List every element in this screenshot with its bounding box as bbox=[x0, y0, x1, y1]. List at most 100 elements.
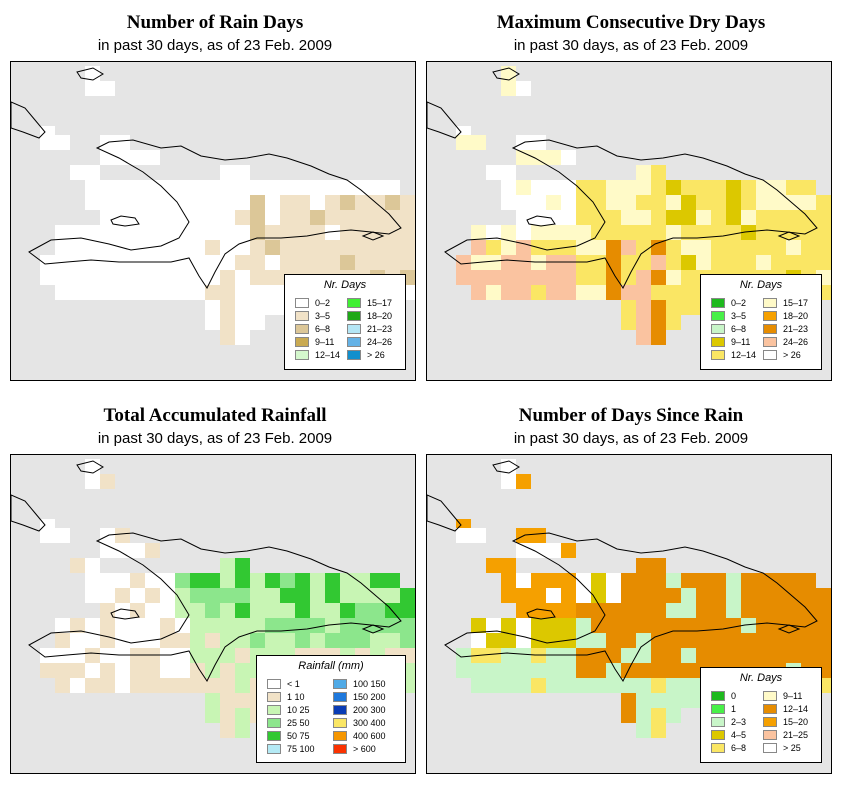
grid-cell bbox=[726, 210, 741, 225]
panel-title: Number of Rain Days bbox=[126, 12, 304, 33]
grid-cell bbox=[325, 180, 340, 195]
grid-cell bbox=[651, 300, 666, 315]
legend-swatch bbox=[711, 298, 725, 308]
grid-cell bbox=[561, 180, 576, 195]
saona-coastline bbox=[361, 624, 385, 634]
grid-cell bbox=[561, 285, 576, 300]
legend-label: 24–26 bbox=[367, 337, 393, 347]
grid-cell bbox=[636, 300, 651, 315]
grid-cell bbox=[205, 285, 220, 300]
grid-cell bbox=[666, 603, 681, 618]
grid-cell bbox=[220, 300, 235, 315]
grid-cell bbox=[531, 678, 546, 693]
grid-cell bbox=[771, 255, 786, 270]
grid-cell bbox=[756, 180, 771, 195]
grid-cell bbox=[516, 543, 531, 558]
grid-cell bbox=[115, 180, 130, 195]
grid-cell bbox=[546, 573, 561, 588]
grid-cell bbox=[711, 573, 726, 588]
grid-cell bbox=[220, 195, 235, 210]
grid-cell bbox=[340, 195, 355, 210]
grid-cell bbox=[741, 633, 756, 648]
grid-cell bbox=[190, 270, 205, 285]
grid-cell bbox=[816, 633, 831, 648]
grid-cell bbox=[501, 474, 516, 489]
grid-cell bbox=[471, 240, 486, 255]
grid-cell bbox=[85, 165, 100, 180]
grid-cell bbox=[235, 573, 250, 588]
grid-cell bbox=[726, 180, 741, 195]
legend-title: Nr. Days bbox=[739, 279, 783, 291]
grid-cell bbox=[220, 693, 235, 708]
grid-cell bbox=[220, 180, 235, 195]
grid-cell bbox=[606, 210, 621, 225]
grid-cell bbox=[591, 210, 606, 225]
grid-cell bbox=[400, 255, 415, 270]
legend-label: 6–8 bbox=[731, 324, 747, 334]
grid-cell bbox=[621, 588, 636, 603]
hispaniola-coastline bbox=[28, 532, 402, 682]
grid-cell bbox=[621, 180, 636, 195]
grid-cell bbox=[40, 663, 55, 678]
grid-cell bbox=[696, 240, 711, 255]
grid-cell bbox=[325, 573, 340, 588]
grid-cell bbox=[636, 255, 651, 270]
grid-cell bbox=[576, 285, 591, 300]
grid-cell bbox=[471, 633, 486, 648]
grid-cell bbox=[115, 678, 130, 693]
grid-cell bbox=[100, 81, 115, 96]
grid-cell bbox=[651, 573, 666, 588]
grid-cell bbox=[175, 648, 190, 663]
grid-cell bbox=[175, 633, 190, 648]
grid-cell bbox=[501, 270, 516, 285]
grid-cell bbox=[220, 633, 235, 648]
grid-cell bbox=[85, 180, 100, 195]
legend-label: > 600 bbox=[353, 744, 376, 754]
grid-cell bbox=[160, 180, 175, 195]
legend-swatch bbox=[295, 298, 309, 308]
grid-cell bbox=[340, 633, 355, 648]
grid-cell bbox=[190, 210, 205, 225]
legend-title: Nr. Days bbox=[739, 672, 783, 684]
grid-cell bbox=[130, 633, 145, 648]
grid-cell bbox=[666, 573, 681, 588]
legend-label: 18–20 bbox=[367, 311, 393, 321]
grid-cell bbox=[651, 708, 666, 723]
grid-cell bbox=[651, 330, 666, 345]
grid-cell bbox=[160, 633, 175, 648]
grid-cell bbox=[235, 255, 250, 270]
grid-cell bbox=[250, 588, 265, 603]
grid-cell bbox=[85, 588, 100, 603]
grid-cell bbox=[531, 588, 546, 603]
grid-cell bbox=[726, 648, 741, 663]
tortuga-coastline bbox=[110, 608, 140, 620]
grid-cell bbox=[546, 180, 561, 195]
grid-cell bbox=[771, 618, 786, 633]
grid-cell bbox=[40, 255, 55, 270]
grid-cell bbox=[310, 210, 325, 225]
legend-swatch bbox=[333, 744, 347, 754]
grid-cell bbox=[531, 528, 546, 543]
grid-cell bbox=[606, 618, 621, 633]
grid-cell bbox=[205, 618, 220, 633]
grid-cell bbox=[220, 723, 235, 738]
grid-cell bbox=[786, 588, 801, 603]
grid-cell bbox=[130, 240, 145, 255]
grid-cell bbox=[666, 270, 681, 285]
legend-label: 300 400 bbox=[353, 718, 386, 728]
grid-cell bbox=[205, 588, 220, 603]
legend-label: 1 10 bbox=[287, 692, 305, 702]
grid-cell bbox=[561, 603, 576, 618]
grid-cell bbox=[591, 648, 606, 663]
grid-cell bbox=[651, 210, 666, 225]
legend-swatch bbox=[763, 717, 777, 727]
grid-cell bbox=[636, 225, 651, 240]
grid-cell bbox=[531, 210, 546, 225]
grid-cell bbox=[591, 588, 606, 603]
grid-cell bbox=[385, 180, 400, 195]
grid-cell bbox=[651, 240, 666, 255]
grid-cell bbox=[816, 255, 831, 270]
grid-cell bbox=[801, 648, 816, 663]
grid-cell bbox=[205, 180, 220, 195]
islet-coastline bbox=[76, 67, 104, 81]
